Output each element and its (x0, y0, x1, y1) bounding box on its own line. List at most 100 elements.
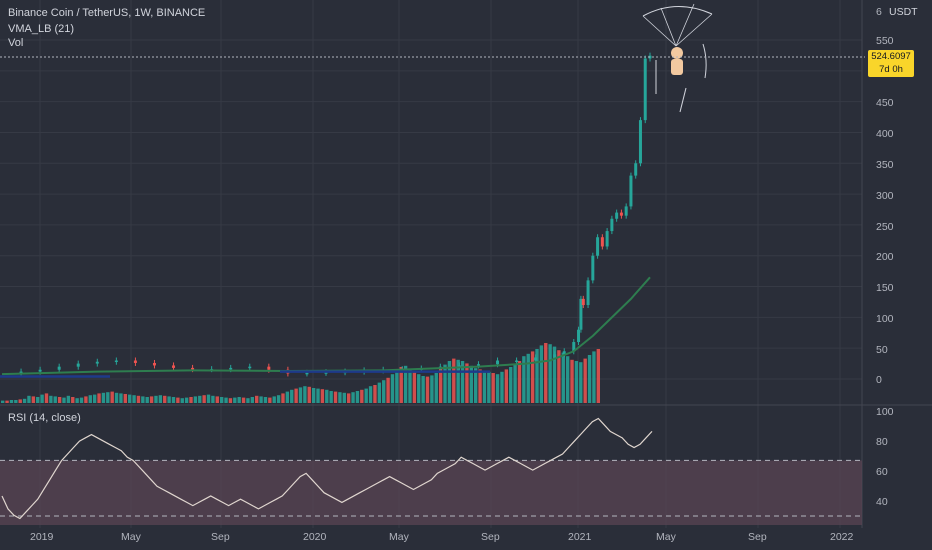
volume-bar (351, 392, 355, 403)
volume-bar (565, 356, 570, 403)
rsi-axis-label: 60 (876, 466, 888, 478)
volume-bar (504, 369, 509, 403)
volume-bar (167, 396, 171, 403)
candle-body (267, 366, 271, 370)
volume-bar (360, 389, 364, 403)
volume-bar (320, 389, 325, 403)
volume-bar (311, 388, 316, 403)
candle-body (534, 357, 538, 361)
candle-body (172, 365, 176, 368)
volume-bar (316, 388, 320, 403)
volume-bar (189, 397, 193, 403)
volume-bar (224, 397, 228, 403)
volume-bar (368, 386, 373, 403)
candle-body (619, 212, 623, 216)
volume-bar (75, 398, 79, 403)
volume-bar (40, 394, 44, 403)
volume-label[interactable]: Vol (8, 37, 24, 49)
volume-bar (355, 391, 360, 403)
volume-bar (587, 355, 592, 403)
rsi-axis-label: 100 (876, 406, 894, 418)
volume-bar (88, 395, 92, 403)
volume-bar (184, 397, 189, 403)
price-axis-label: 300 (876, 190, 894, 202)
time-axis-label: 2022 (830, 531, 854, 543)
volume-bar (128, 394, 132, 403)
volume-bar (570, 359, 574, 403)
candle-body (579, 298, 583, 330)
volume-bar (22, 398, 27, 403)
volume-bar (290, 389, 294, 403)
price-axis-label: 350 (876, 159, 894, 171)
volume-bar (325, 389, 329, 403)
price-axis-label: 6 (876, 6, 882, 18)
rsi-line (1, 417, 653, 520)
volume-bar (430, 375, 434, 403)
volume-bar (517, 361, 522, 403)
volume-bar (452, 358, 456, 403)
volume-bar (583, 358, 587, 403)
volume-bar (84, 396, 88, 403)
volume-bar (101, 392, 106, 403)
volume-bar (97, 393, 101, 403)
parachute-drawing (642, 3, 713, 113)
candle-body (586, 280, 590, 306)
volume-bar (228, 398, 233, 403)
volume-bar (198, 395, 202, 403)
candle-body (38, 369, 42, 372)
volume-bar (233, 397, 237, 403)
candle-body (629, 175, 633, 207)
volume-bar (1, 400, 5, 403)
volume-bar (57, 397, 62, 403)
volume-bar (149, 396, 154, 403)
candle-body (191, 367, 195, 370)
indicator-label[interactable]: VMA_LB (21) (8, 23, 75, 35)
candle-body (634, 163, 638, 176)
vma-polyline (1, 276, 651, 376)
volume-bar (241, 397, 246, 403)
volume-bar (482, 370, 487, 403)
volume-bar (509, 367, 513, 403)
symbol-title[interactable]: Binance Coin / TetherUS, 1W, BINANCE (8, 7, 206, 19)
time-axis-label: May (389, 531, 409, 543)
volume-bar (469, 365, 473, 403)
volume-bar (333, 391, 338, 403)
volume-bar (535, 349, 539, 403)
candle-body (515, 360, 519, 363)
volume-bar (552, 346, 557, 403)
volume-bar (386, 377, 390, 403)
price-candles (19, 52, 652, 377)
volume-bar (110, 391, 114, 403)
volume-bar (579, 362, 583, 403)
candle-body (457, 365, 461, 367)
volume-bar (132, 395, 136, 403)
volume-bar (403, 365, 408, 403)
price-axis-label: 450 (876, 97, 894, 109)
volume-bar (390, 374, 395, 403)
candle-body (605, 231, 609, 247)
volume-bar (123, 394, 128, 403)
volume-bar (377, 382, 382, 403)
currency-label[interactable]: USDT (889, 6, 918, 18)
volume-bar (399, 367, 403, 403)
volume-bar (473, 368, 478, 403)
volume-bar (298, 387, 303, 403)
volume-bar (465, 363, 469, 403)
volume-bar (9, 400, 14, 403)
volume-bar (487, 371, 491, 403)
candle-body (624, 206, 628, 216)
candle-body (152, 362, 156, 366)
candle-body (562, 351, 566, 355)
volume-bar (202, 395, 206, 403)
volume-bar (491, 373, 495, 403)
price-axis-label: 100 (876, 313, 894, 325)
volume-bar (443, 364, 447, 403)
volume-bar (373, 385, 377, 403)
candle-body (76, 363, 80, 367)
rsi-label[interactable]: RSI (14, close) (8, 412, 81, 424)
candle-body (577, 329, 581, 343)
volume-bar (106, 392, 110, 403)
volume-bar (246, 398, 250, 403)
candle-body (610, 218, 614, 232)
